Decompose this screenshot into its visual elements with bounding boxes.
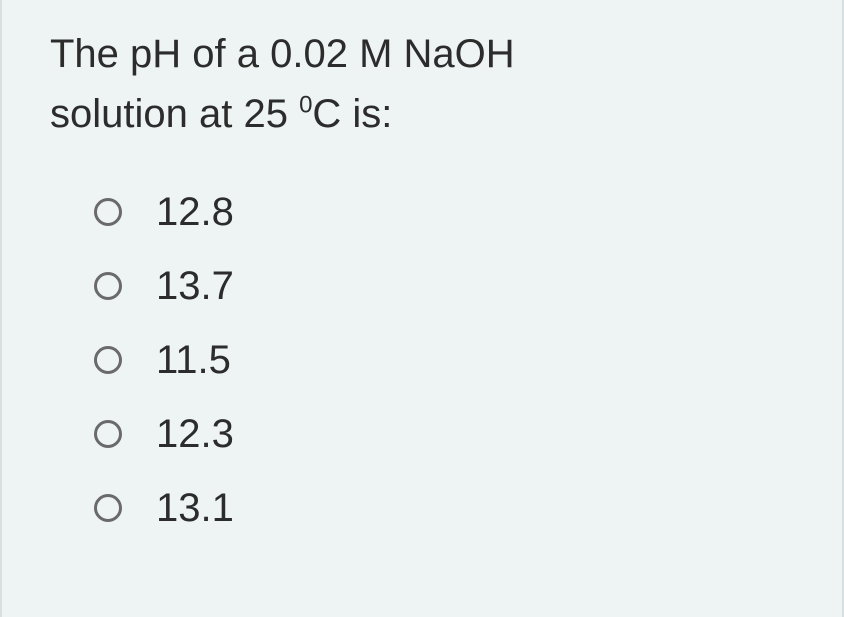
degree-superscript: 0 [299, 92, 312, 119]
option-1[interactable]: 12.8 [94, 192, 794, 232]
radio-icon [94, 420, 122, 448]
radio-icon [94, 346, 122, 374]
question-text: The pH of a 0.02 M NaOH solution at 25 0… [50, 24, 794, 144]
option-label: 12.8 [156, 192, 234, 232]
option-2[interactable]: 13.7 [94, 266, 794, 306]
radio-icon [94, 198, 122, 226]
question-line2-pre: solution at 25 [50, 92, 299, 136]
option-4[interactable]: 12.3 [94, 414, 794, 454]
question-line2-post: C is: [312, 92, 392, 136]
radio-icon [94, 494, 122, 522]
question-line1: The pH of a 0.02 M NaOH [50, 32, 515, 76]
option-label: 11.5 [156, 340, 231, 380]
option-3[interactable]: 11.5 [94, 340, 794, 380]
option-label: 13.1 [156, 488, 234, 528]
radio-icon [94, 272, 122, 300]
options-list: 12.8 13.7 11.5 12.3 13.1 [50, 192, 794, 528]
option-label: 12.3 [156, 414, 234, 454]
option-label: 13.7 [156, 266, 234, 306]
option-5[interactable]: 13.1 [94, 488, 794, 528]
